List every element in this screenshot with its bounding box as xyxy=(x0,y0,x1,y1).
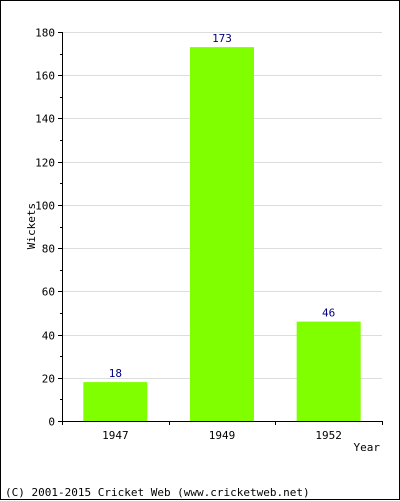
y-tick-label: 140 xyxy=(35,113,55,126)
bars xyxy=(83,47,361,421)
x-tick-label-1952: 1952 xyxy=(315,429,342,442)
x-tick-label-1947: 1947 xyxy=(102,429,129,442)
data-label-1947: 18 xyxy=(109,367,122,380)
y-tick-label: 180 xyxy=(35,27,55,40)
axes: 0 20 40 60 80 100 120 140 160 180 1947 1949 1952 xyxy=(35,27,383,442)
y-tick-label: 120 xyxy=(35,157,55,170)
y-tick-label: 20 xyxy=(42,373,55,386)
bar-1947 xyxy=(83,382,148,421)
copyright-footer: (C) 2001-2015 Cricket Web (www.cricketwe… xyxy=(5,486,310,499)
y-tick-label: 60 xyxy=(42,286,55,299)
bar-1952 xyxy=(296,321,361,421)
y-tick-label: 100 xyxy=(35,200,55,213)
bar-1949 xyxy=(190,47,254,421)
y-axis-title: Wickets xyxy=(25,203,38,249)
y-tick-label: 80 xyxy=(42,243,55,256)
y-tick-label: 40 xyxy=(42,330,55,343)
data-labels: 18 173 46 xyxy=(109,32,336,380)
data-label-1952: 46 xyxy=(322,307,335,320)
x-tick-label-1949: 1949 xyxy=(209,429,236,442)
y-tick-label: 160 xyxy=(35,70,55,83)
y-tick-label: 0 xyxy=(48,416,55,429)
data-label-1949: 173 xyxy=(212,32,232,45)
x-axis-title: Year xyxy=(354,441,381,454)
